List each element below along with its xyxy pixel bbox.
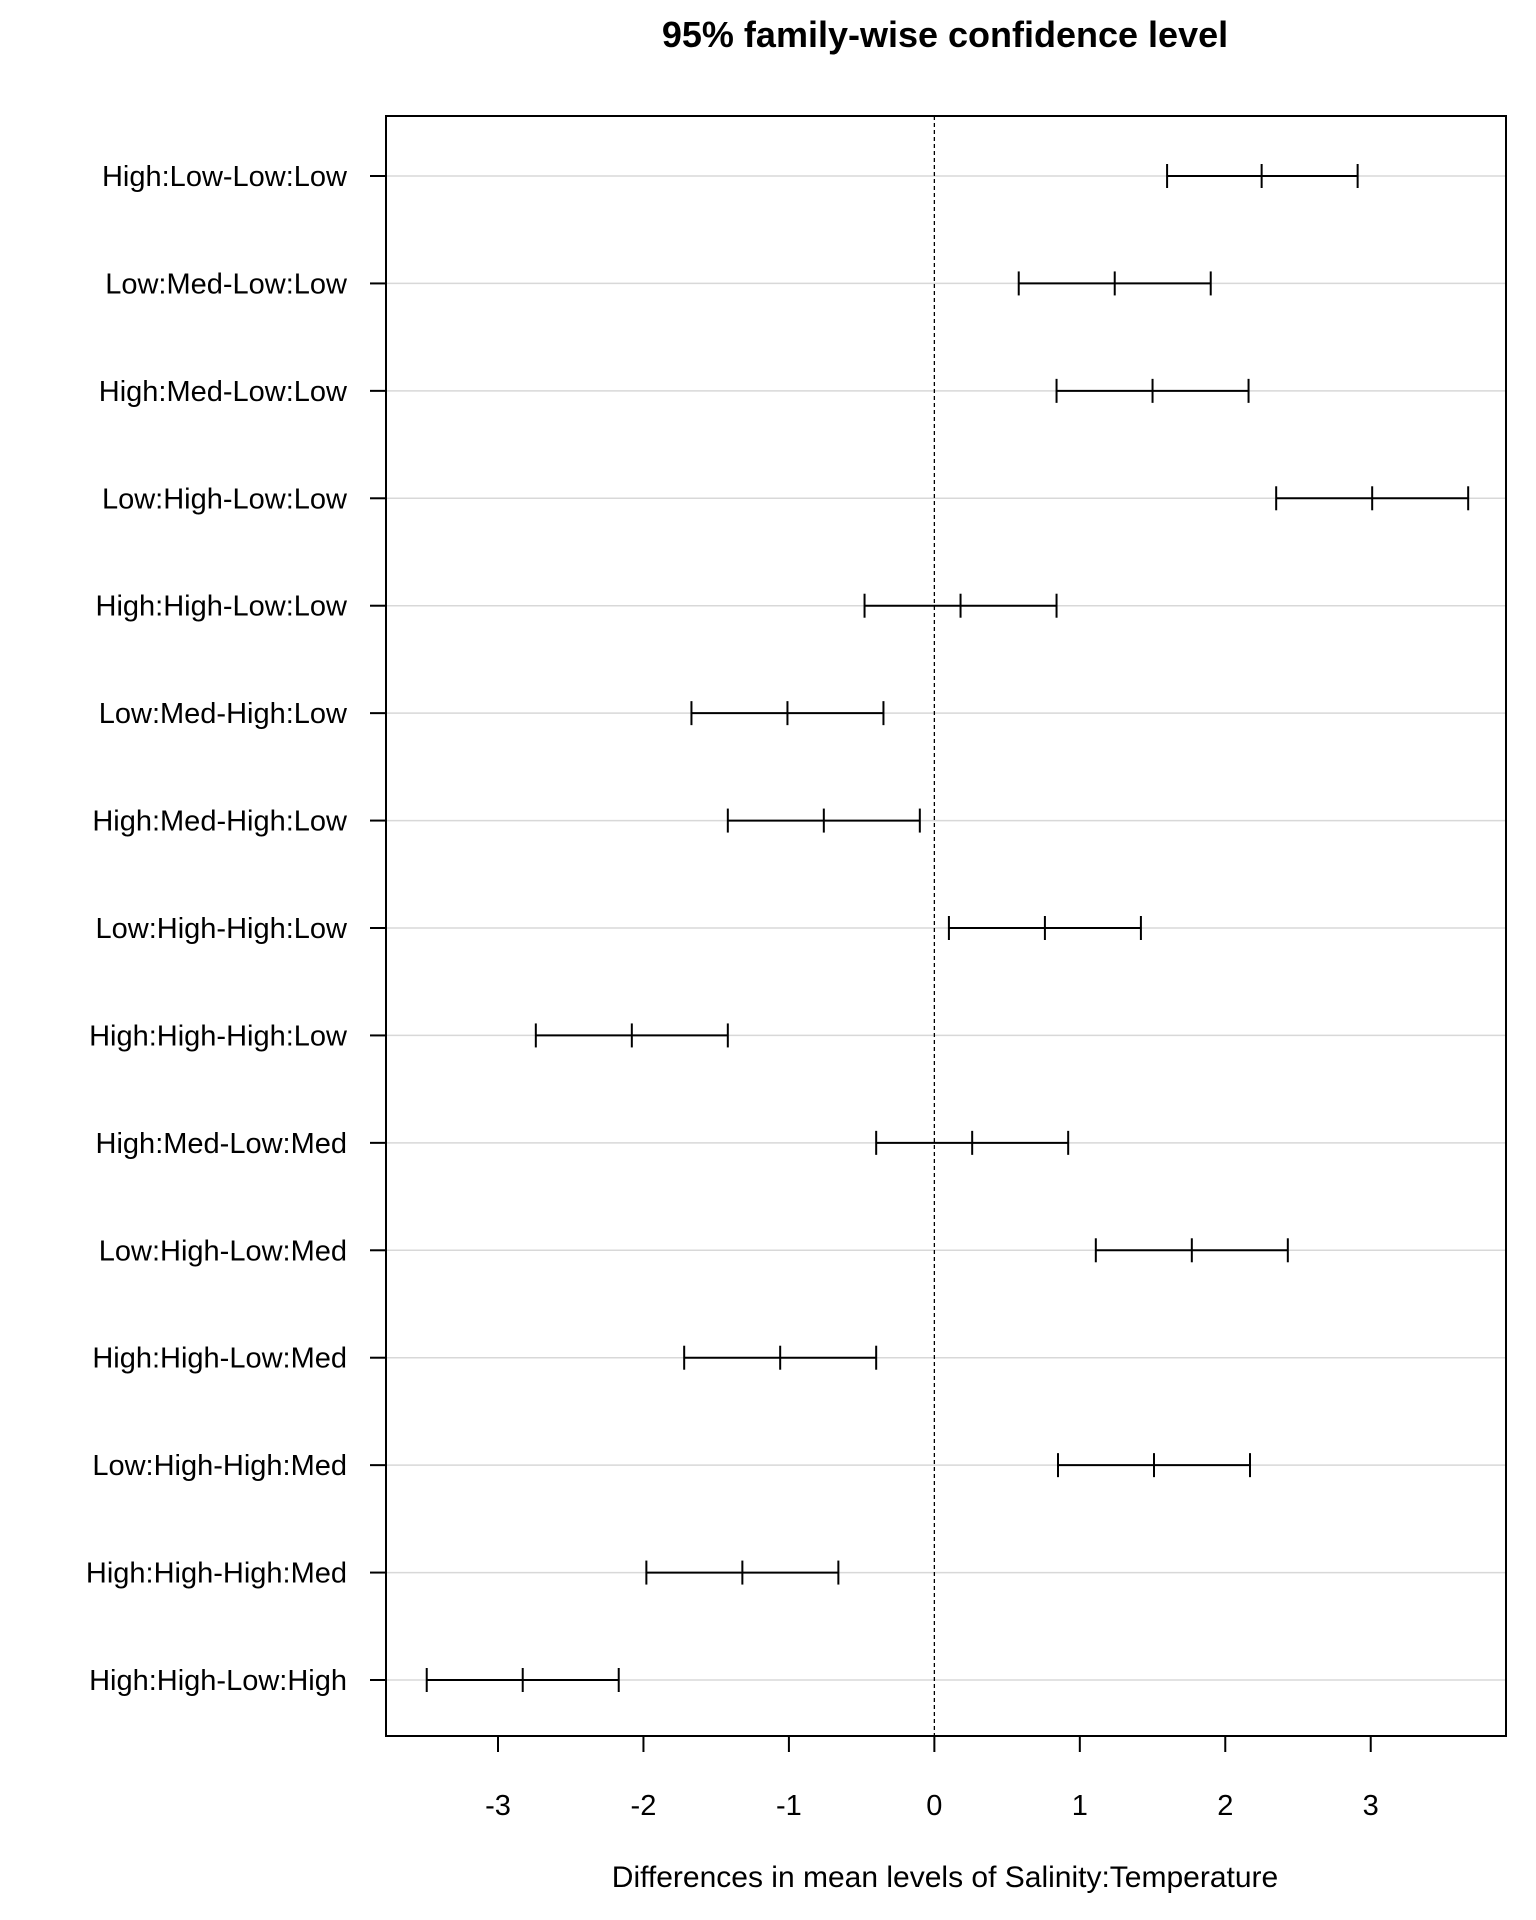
x-tick-label: 0 <box>926 1790 942 1822</box>
interval-high-med-low-med <box>875 1130 1070 1155</box>
interval-layer <box>425 164 1470 1692</box>
category-label: Low:High-Low:Med <box>99 1235 347 1267</box>
category-label: High:High-Low:Med <box>92 1343 347 1375</box>
category-label: Low:High-High:Low <box>96 913 349 945</box>
x-tick-label: -2 <box>631 1790 657 1822</box>
interval-high-high-low-low <box>863 593 1058 618</box>
interval-low-med-high-low <box>690 701 885 726</box>
interval-low-high-high-low <box>947 916 1142 940</box>
interval-high-med-high-low <box>726 808 921 833</box>
interval-high-high-high-med <box>645 1560 840 1585</box>
plot-frame <box>385 115 1507 1737</box>
category-label: High:Med-Low:Med <box>96 1128 347 1160</box>
interval-high-high-high-low <box>534 1023 729 1048</box>
interval-low-high-high-med <box>1057 1453 1251 1478</box>
x-tick-label: 3 <box>1363 1790 1379 1822</box>
interval-high-high-low-med <box>683 1345 878 1370</box>
category-label: High:High-High:Low <box>89 1020 348 1052</box>
x-tick-label: 1 <box>1072 1790 1088 1822</box>
category-label: Low:High-High:Med <box>92 1450 347 1482</box>
x-tick-label: -1 <box>776 1790 802 1822</box>
x-axis: -3 -2 -1 0 1 2 3 <box>485 1736 1379 1822</box>
category-label: Low:Med-High:Low <box>99 698 348 730</box>
chart-title: 95% family-wise confidence level <box>662 14 1228 55</box>
interval-high-med-low-low <box>1055 378 1250 403</box>
category-label: High:High-Low:Low <box>96 591 349 623</box>
interval-low-high-low-low <box>1275 486 1470 511</box>
category-label: Low:High-Low:Low <box>102 483 348 515</box>
interval-low-med-low-low <box>1017 271 1212 296</box>
category-label: Low:Med-Low:Low <box>105 268 348 300</box>
category-label: High:Med-Low:Low <box>99 376 348 408</box>
category-label: High:High-High:Med <box>86 1558 347 1590</box>
x-axis-label: Differences in mean levels of Salinity:T… <box>612 1861 1278 1894</box>
interval-low-high-low-med <box>1094 1238 1289 1263</box>
y-axis: High:Low-Low:Low Low:Med-Low:Low High:Med-… <box>86 161 386 1697</box>
gridlines <box>386 175 1506 1681</box>
x-tick-label: -3 <box>485 1790 511 1822</box>
category-label: High:High-Low:High <box>89 1665 347 1697</box>
category-label: High:Low-Low:Low <box>102 161 348 193</box>
category-label: High:Med-High:Low <box>92 806 348 838</box>
x-tick-label: 2 <box>1217 1790 1233 1822</box>
interval-high-high-low-high <box>425 1668 620 1692</box>
interval-high-low-low-low <box>1166 164 1359 188</box>
